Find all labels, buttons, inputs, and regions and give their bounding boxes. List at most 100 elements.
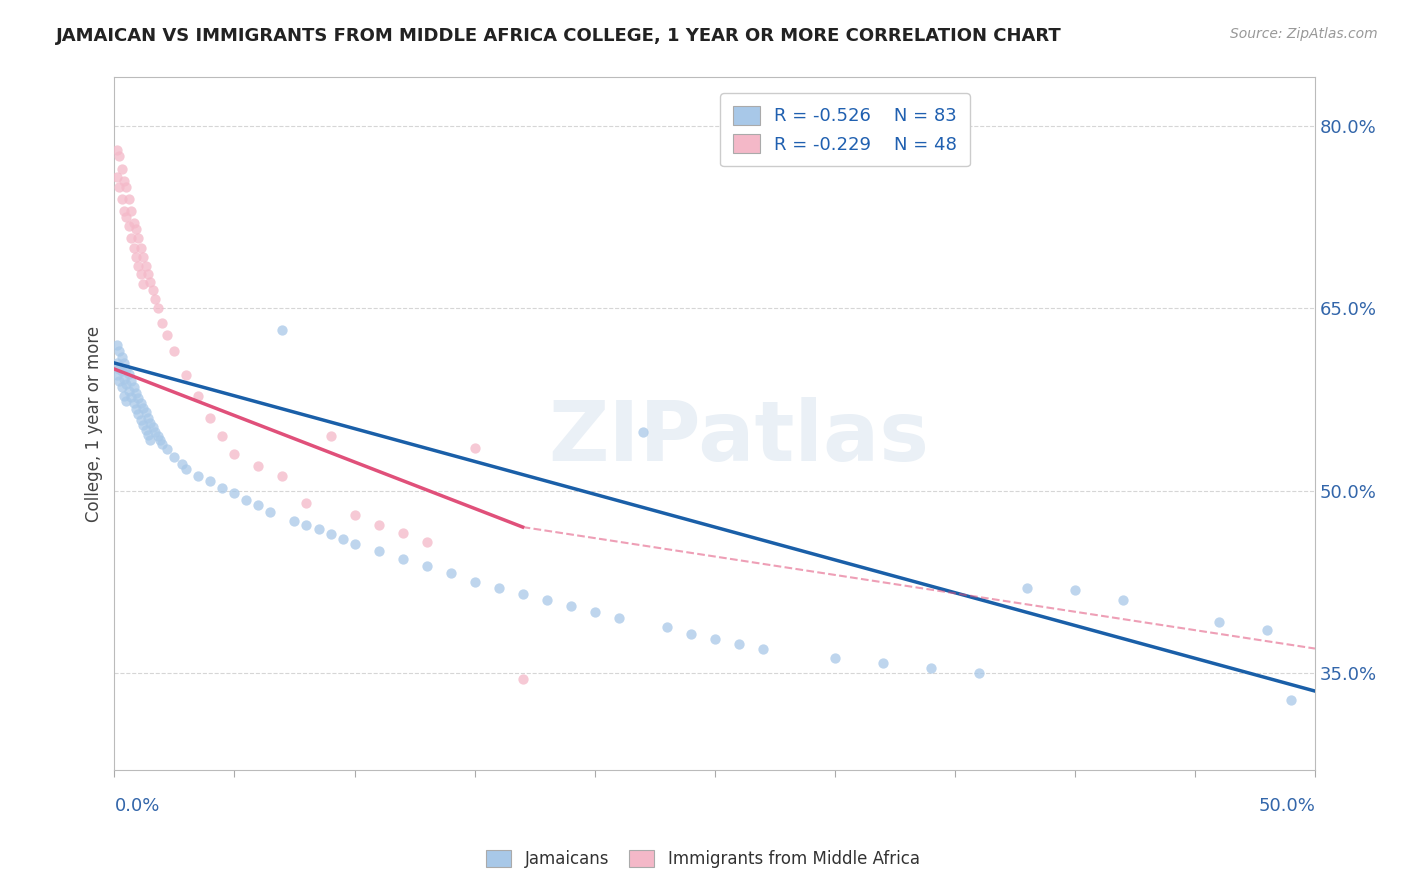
Point <box>132 417 155 432</box>
Point <box>727 637 749 651</box>
Point <box>146 429 169 443</box>
Point <box>415 534 437 549</box>
Point <box>488 581 510 595</box>
Point <box>112 389 135 403</box>
Point <box>132 401 155 415</box>
Point <box>110 364 132 378</box>
Point <box>127 259 149 273</box>
Point <box>105 144 128 158</box>
Point <box>143 425 166 440</box>
Point <box>560 599 582 613</box>
Point <box>112 372 135 386</box>
Point <box>319 429 342 443</box>
Point <box>122 241 145 255</box>
Point <box>295 517 318 532</box>
Point <box>283 514 305 528</box>
Point <box>271 469 294 483</box>
Point <box>135 404 157 418</box>
Point <box>211 481 233 495</box>
Point <box>1256 624 1278 638</box>
Point <box>120 204 142 219</box>
Point <box>125 250 148 264</box>
Text: 0.0%: 0.0% <box>114 797 160 814</box>
Point <box>200 410 222 425</box>
Legend: R = -0.526    N = 83, R = -0.229    N = 48: R = -0.526 N = 83, R = -0.229 N = 48 <box>720 94 970 167</box>
Point <box>583 605 606 619</box>
Point <box>247 498 270 512</box>
Point <box>439 566 461 581</box>
Point <box>118 192 141 206</box>
Point <box>679 627 702 641</box>
Point <box>105 356 128 370</box>
Point <box>367 517 389 532</box>
Text: Source: ZipAtlas.com: Source: ZipAtlas.com <box>1230 27 1378 41</box>
Point <box>259 505 281 519</box>
Point <box>136 427 159 442</box>
Point <box>920 661 942 675</box>
Point <box>105 170 128 185</box>
Point <box>127 407 149 421</box>
Point <box>112 204 135 219</box>
Point <box>120 374 142 388</box>
Point <box>415 558 437 573</box>
Point <box>1279 692 1302 706</box>
Point <box>187 389 209 403</box>
Point <box>224 447 246 461</box>
Point <box>112 356 135 370</box>
Point <box>512 587 534 601</box>
Point <box>135 423 157 437</box>
Point <box>110 350 132 364</box>
Text: ZIPatlas: ZIPatlas <box>548 397 929 478</box>
Point <box>110 380 132 394</box>
Point <box>110 161 132 176</box>
Point <box>156 442 179 457</box>
Point <box>824 651 846 665</box>
Point <box>163 343 186 358</box>
Point <box>139 416 162 430</box>
Point <box>152 437 174 451</box>
Point <box>115 179 138 194</box>
Point <box>120 231 142 245</box>
Point <box>872 656 894 670</box>
Point <box>1112 593 1135 607</box>
Point <box>332 532 354 546</box>
Point <box>200 474 222 488</box>
Point <box>536 593 558 607</box>
Point <box>129 413 152 427</box>
Point <box>127 231 149 245</box>
Point <box>343 508 366 522</box>
Point <box>308 523 330 537</box>
Point <box>139 433 162 447</box>
Point <box>319 527 342 541</box>
Point <box>163 450 186 464</box>
Point <box>108 179 131 194</box>
Point <box>235 493 257 508</box>
Point <box>156 328 179 343</box>
Point <box>105 368 128 383</box>
Point <box>142 283 165 297</box>
Point <box>367 544 389 558</box>
Point <box>125 402 148 417</box>
Point <box>271 323 294 337</box>
Point <box>211 429 233 443</box>
Point <box>136 410 159 425</box>
Point <box>108 374 131 388</box>
Point <box>176 461 198 475</box>
Point <box>125 386 148 401</box>
Point <box>1208 615 1230 629</box>
Point <box>224 486 246 500</box>
Point <box>631 425 654 440</box>
Point <box>142 420 165 434</box>
Point <box>152 316 174 330</box>
Point <box>146 301 169 316</box>
Point <box>967 665 990 680</box>
Point <box>143 292 166 306</box>
Point <box>132 277 155 291</box>
Point <box>105 338 128 352</box>
Point <box>391 551 413 566</box>
Point <box>122 216 145 230</box>
Text: JAMAICAN VS IMMIGRANTS FROM MIDDLE AFRICA COLLEGE, 1 YEAR OR MORE CORRELATION CH: JAMAICAN VS IMMIGRANTS FROM MIDDLE AFRIC… <box>56 27 1062 45</box>
Point <box>149 433 172 447</box>
Point <box>115 362 138 376</box>
Point <box>464 441 486 455</box>
